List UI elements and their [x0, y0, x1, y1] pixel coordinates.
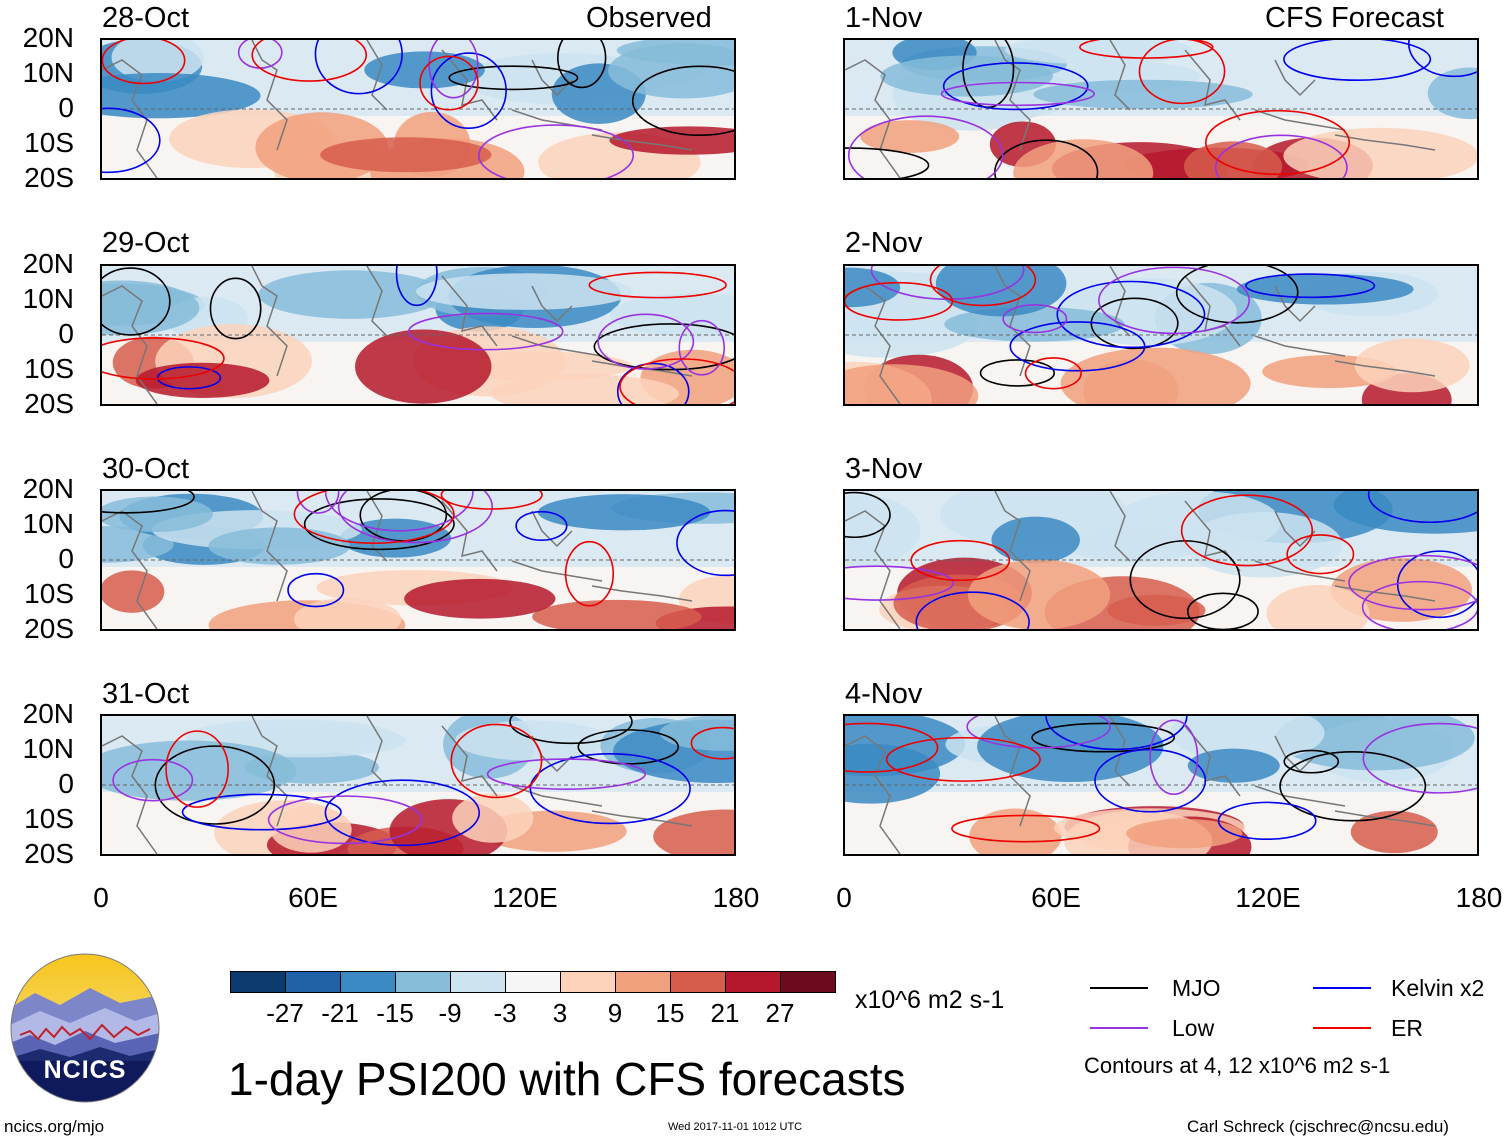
y-tick-0-row2: 0: [58, 318, 74, 349]
x-tick-60e-right: 60E: [1031, 882, 1081, 913]
y-tick-0-row4: 0: [58, 768, 74, 799]
y-tick-10s-row1: 10S: [24, 127, 74, 158]
colorbar-label: -15: [376, 998, 414, 1028]
panel-4-nov: [843, 714, 1479, 856]
map-field: [845, 491, 1477, 629]
footer-timestamp: Wed 2017-11-01 1012 UTC: [668, 1121, 803, 1133]
y-tick-10s-row4: 10S: [24, 803, 74, 834]
x-tick-180-left: 180: [712, 882, 760, 913]
y-tick-20n-row1: 20N: [22, 22, 74, 53]
x-tick-60e-left: 60E: [288, 882, 338, 913]
main-title: 1-day PSI200 with CFS forecasts: [228, 1053, 906, 1105]
y-tick-10n-row2: 10N: [22, 283, 74, 314]
y-tick-20n-row4: 20N: [22, 698, 74, 729]
colorbar-box: [285, 971, 341, 993]
contours-note: Contours at 4, 12 x10^6 m2 s-1: [1084, 1053, 1391, 1078]
panel-title-31-oct: 31-Oct: [102, 678, 190, 710]
colorbar-box: [780, 971, 836, 993]
panel-title-30-oct: 30-Oct: [102, 453, 190, 485]
map-field: [845, 716, 1477, 854]
legend-low-line: [1090, 1027, 1148, 1029]
panel-31-oct: [100, 714, 736, 856]
colorbar-box: [450, 971, 506, 993]
legend-er-label: ER: [1391, 1015, 1423, 1041]
y-tick-10s-row3: 10S: [24, 578, 74, 609]
panel-title-1-nov: 1-Nov: [845, 2, 923, 34]
colorbar-label: -27: [266, 998, 304, 1028]
y-tick-10n-row4: 10N: [22, 733, 74, 764]
map-field: [102, 40, 734, 178]
y-tick-20s-row2: 20S: [24, 388, 74, 419]
panel-title-3-nov: 3-Nov: [845, 453, 923, 485]
observed-label: Observed: [586, 2, 712, 34]
colorbar-box: [560, 971, 616, 993]
map-field: [102, 716, 734, 854]
y-tick-10n-row1: 10N: [22, 57, 74, 88]
colorbar-label: 9: [607, 998, 623, 1028]
y-tick-0-row1: 0: [58, 92, 74, 123]
panel-3-nov: [843, 489, 1479, 631]
panel-2-nov: [843, 264, 1479, 406]
legend-er-line: [1313, 1027, 1371, 1029]
x-tick-0-right: 0: [836, 882, 852, 913]
panel-title-4-nov: 4-Nov: [845, 678, 923, 710]
footer-url: ncics.org/mjo: [4, 1117, 105, 1136]
colorbar-label: -3: [493, 998, 517, 1028]
colorbar-label: 27: [765, 998, 795, 1028]
panel-29-oct: [100, 264, 736, 406]
colorbar-label: -9: [438, 998, 462, 1028]
colorbar-box: [505, 971, 561, 993]
panel-1-nov: [843, 38, 1479, 180]
y-tick-20n-row2: 20N: [22, 248, 74, 279]
colorbar-box: [230, 971, 286, 993]
y-tick-0-row3: 0: [58, 543, 74, 574]
legend-mjo-line: [1090, 987, 1148, 989]
panel-title-2-nov: 2-Nov: [845, 227, 923, 259]
colorbar-box: [725, 971, 781, 993]
legend-mjo-label: MJO: [1172, 975, 1221, 1001]
colorbar-box: [340, 971, 396, 993]
colorbar-label: 3: [552, 998, 568, 1028]
y-tick-20s-row1: 20S: [24, 162, 74, 193]
legend-kelvin-line: [1313, 987, 1371, 989]
legend-low-label: Low: [1172, 1015, 1215, 1041]
panel-title-29-oct: 29-Oct: [102, 227, 190, 259]
panel-30-oct: [100, 489, 736, 631]
forecast-label: CFS Forecast: [1265, 2, 1444, 34]
y-tick-10n-row3: 10N: [22, 508, 74, 539]
y-tick-20s-row4: 20S: [24, 838, 74, 869]
colorbar-box: [615, 971, 671, 993]
x-tick-120e-right: 120E: [1235, 882, 1301, 913]
logo-text: NCICS: [43, 1056, 127, 1084]
colorbar-units: x10^6 m2 s-1: [855, 986, 1005, 1014]
y-tick-10s-row2: 10S: [24, 353, 74, 384]
x-tick-120e-left: 120E: [492, 882, 558, 913]
ncics-logo-graphic: [10, 953, 160, 1103]
x-tick-0-left: 0: [93, 882, 109, 913]
map-field: [102, 491, 734, 629]
ncics-logo: NCICS: [10, 953, 160, 1103]
y-tick-20n-row3: 20N: [22, 473, 74, 504]
colorbar-label: -21: [321, 998, 359, 1028]
y-tick-20s-row3: 20S: [24, 613, 74, 644]
colorbar-box: [670, 971, 726, 993]
footer-author: Carl Schreck (cjschrec@ncsu.edu): [1187, 1117, 1449, 1136]
colorbar-label: 21: [710, 998, 740, 1028]
x-tick-180-right: 180: [1455, 882, 1503, 913]
map-field: [102, 266, 734, 404]
map-field: [845, 40, 1477, 178]
colorbar-box: [395, 971, 451, 993]
colorbar-label: 15: [655, 998, 685, 1028]
panel-28-oct: [100, 38, 736, 180]
legend-kelvin-label: Kelvin x2: [1391, 975, 1485, 1001]
panel-title-28-oct: 28-Oct: [102, 2, 190, 34]
map-field: [845, 266, 1477, 404]
